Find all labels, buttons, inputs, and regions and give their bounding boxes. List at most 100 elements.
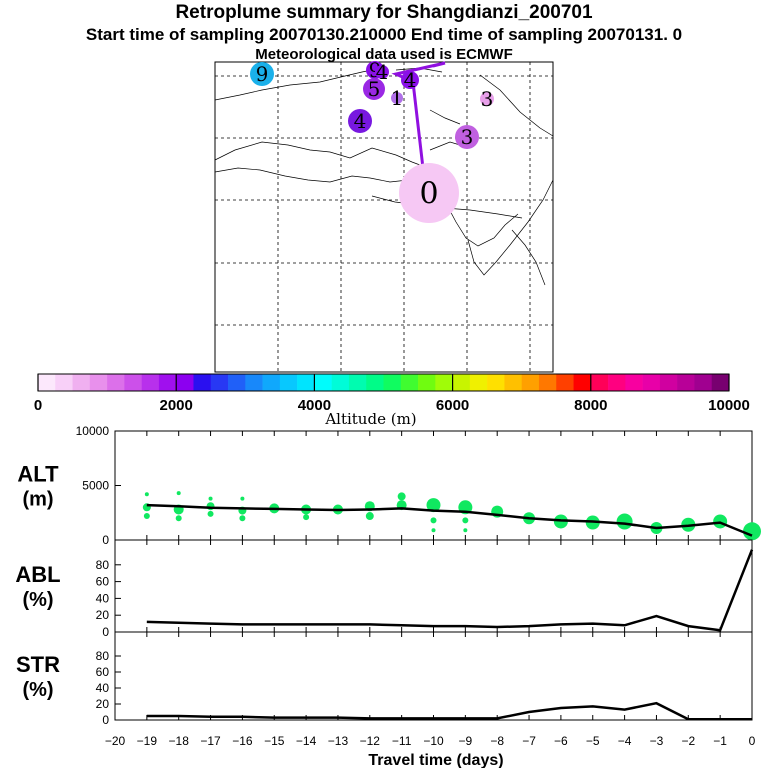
- colorbar-tick-label: 0: [34, 397, 42, 414]
- map-marker-circle: [375, 65, 389, 79]
- colorbar-swatch: [158, 374, 177, 391]
- colorbar-swatch: [193, 374, 212, 391]
- meteo-data-note: Meteorological data used is ECMWF: [255, 46, 513, 63]
- colorbar-swatch: [625, 374, 643, 391]
- colorbar-swatch: [659, 374, 678, 391]
- colorbar-swatch: [89, 374, 108, 391]
- panel-frame: [114, 631, 753, 721]
- colorbar-swatch: [538, 374, 557, 391]
- x-tick-label: −9: [459, 734, 473, 748]
- x-tick-label: −19: [137, 734, 158, 748]
- map-marker-label: 4: [404, 68, 417, 92]
- altitude-scatter-point: [365, 512, 374, 521]
- x-axis-label: Travel time (days): [368, 752, 503, 768]
- x-tick-label: −6: [554, 734, 568, 748]
- x-tick-label: −3: [650, 734, 664, 748]
- altitude-scatter-point: [240, 496, 245, 501]
- panel-ylabel-unit: (%): [22, 679, 53, 701]
- coastline: [511, 229, 546, 286]
- colorbar-swatch: [521, 374, 540, 391]
- x-tick-label: −18: [169, 734, 190, 748]
- colorbar-swatch: [677, 374, 695, 391]
- x-tick-label: −5: [586, 734, 600, 748]
- y-tick-label: 20: [96, 608, 110, 622]
- panel-ylabel-unit: (%): [22, 589, 53, 611]
- altitude-scatter-point: [207, 510, 214, 517]
- map-marker-label: 5: [368, 77, 381, 101]
- coastline: [214, 167, 426, 191]
- x-tick-label: −1: [713, 734, 727, 748]
- y-tick-label: 60: [96, 575, 110, 589]
- altitude-scatter-point: [430, 517, 437, 524]
- x-tick-label: −7: [522, 734, 536, 748]
- colorbar-swatch: [642, 374, 661, 391]
- colorbar-tick-label: 6000: [436, 397, 469, 414]
- colorbar-swatch: [418, 374, 436, 391]
- retroplume-track: [391, 61, 446, 195]
- x-tick-label: −12: [360, 734, 381, 748]
- y-tick-label: 80: [96, 649, 110, 663]
- series-line-alt: [146, 503, 753, 537]
- colorbar-swatch: [297, 374, 315, 391]
- colorbar-swatch: [124, 374, 142, 391]
- panel-ylabel: ABL: [15, 562, 60, 587]
- altitude-scatter-point: [208, 496, 213, 501]
- x-tick-label: −17: [200, 734, 221, 748]
- y-tick-label: 0: [102, 533, 109, 547]
- colorbar-swatch: [573, 374, 592, 391]
- colorbar-swatch: [590, 374, 609, 391]
- panel-ylabel: STR: [16, 652, 60, 677]
- altitude-scatter-point: [176, 491, 181, 496]
- colorbar-tick-label: 10000: [708, 397, 750, 414]
- y-tick-label: 20: [96, 697, 110, 711]
- x-tick-label: 0: [749, 734, 756, 748]
- y-tick-label: 0: [102, 713, 109, 727]
- colorbar-swatch: [38, 374, 56, 391]
- altitude-scatter-point: [303, 514, 310, 521]
- panel-abl: 0 20 40 60 80 ABL(%): [15, 539, 754, 639]
- colorbar-swatch: [210, 374, 229, 391]
- colorbar-swatch: [487, 374, 505, 391]
- x-tick-label: −15: [264, 734, 285, 748]
- panel-alt: 0 5000 10000 ALT(m): [17, 424, 761, 547]
- altitude-scatter-point: [144, 492, 149, 497]
- colorbar-swatch: [245, 374, 263, 391]
- panel-str: 0 20 40 60 80 STR(%): [16, 631, 753, 727]
- altitude-scatter-point: [743, 522, 761, 541]
- sampling-times: Start time of sampling 20070130.210000 E…: [85, 25, 683, 44]
- coastline: [214, 141, 429, 169]
- colorbar-swatch: [348, 374, 367, 391]
- y-tick-label: 5000: [82, 479, 109, 493]
- colorbar-swatch: [608, 374, 626, 391]
- map-marker-circle: [480, 92, 494, 106]
- coastline: [479, 74, 554, 137]
- colorbar-swatch: [331, 374, 350, 391]
- colorbar-swatch: [141, 374, 160, 391]
- map-marker-circle: [455, 125, 479, 149]
- map-marker-label: 9: [256, 62, 269, 86]
- altitude-scatter-point: [239, 515, 246, 522]
- x-tick-label: −10: [423, 734, 444, 748]
- altitude-scatter-point: [616, 513, 633, 530]
- map-marker-label: 4: [354, 109, 367, 133]
- x-tick-label: −8: [490, 734, 504, 748]
- colorbar-tick-label: 2000: [160, 397, 193, 414]
- colorbar-swatch: [228, 374, 246, 391]
- x-tick-label: −14: [296, 734, 317, 748]
- map-marker-circle: [348, 109, 372, 133]
- colorbar-swatch: [556, 374, 574, 391]
- colorbar-swatch: [711, 374, 730, 391]
- colorbar-swatch: [469, 374, 488, 391]
- colorbar-swatch: [694, 374, 713, 391]
- map-marker-label: 1: [391, 86, 404, 110]
- altitude-scatter-point: [143, 513, 150, 520]
- altitude-scatter-point: [175, 515, 182, 522]
- y-tick-label: 10000: [76, 424, 110, 438]
- coastline: [429, 109, 461, 125]
- colorbar-swatch: [366, 374, 384, 391]
- colorbar-label: Altitude (m): [324, 410, 416, 428]
- x-tick-label: −2: [681, 734, 695, 748]
- colorbar-swatch: [504, 374, 522, 391]
- x-tick-label: −13: [328, 734, 349, 748]
